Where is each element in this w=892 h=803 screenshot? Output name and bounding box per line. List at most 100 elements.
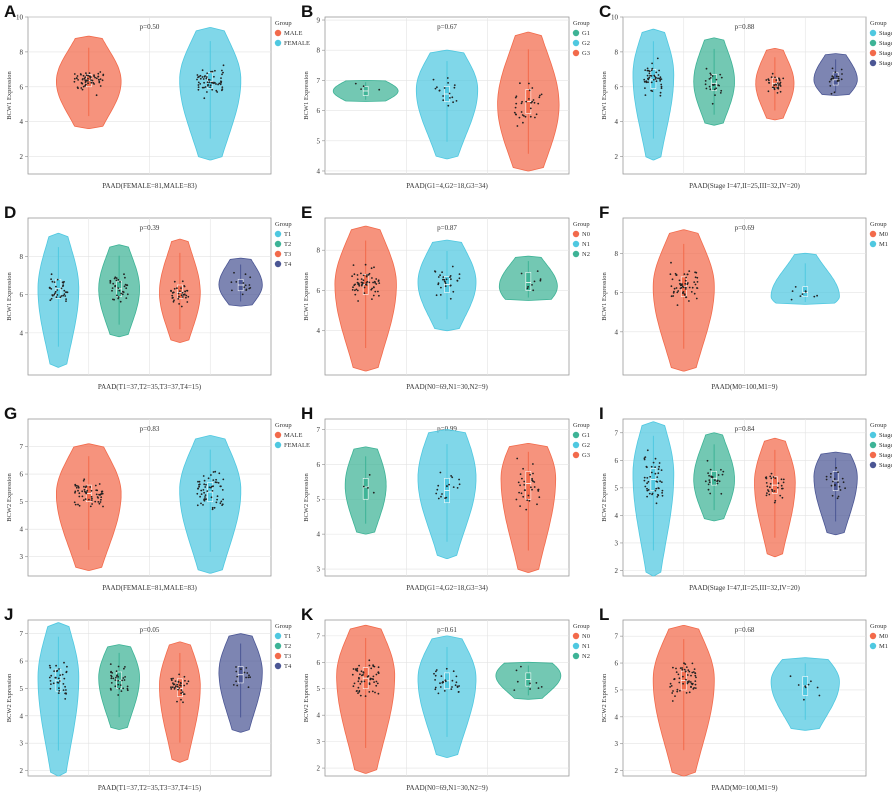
data-point [353,284,356,287]
data-point [779,494,782,497]
data-point [683,668,686,671]
data-point [48,286,51,289]
data-point [659,480,661,483]
data-point [825,475,828,478]
data-point [539,278,542,280]
data-point [709,77,712,79]
data-point [831,480,834,483]
data-point [115,279,118,282]
data-point [243,286,246,288]
data-point [84,490,86,493]
data-point [50,288,53,290]
data-point [688,670,691,673]
data-point [672,666,674,669]
data-point [78,492,81,495]
data-point [791,290,794,292]
data-point [245,288,248,291]
data-point [528,89,531,92]
data-point [115,277,118,279]
data-point [837,471,839,473]
y-tick-label: 8 [615,250,619,258]
legend-label: N2 [582,251,590,258]
data-point [371,277,373,279]
data-point [221,86,224,88]
data-point [679,284,682,287]
data-point [658,69,660,72]
y-tick-label: 8 [317,47,321,55]
legend-title: Group [275,221,292,228]
data-point [458,685,460,687]
data-point [768,493,771,496]
data-point [82,85,85,88]
legend-title: Group [573,221,590,228]
data-point [231,289,233,292]
data-point [368,281,371,284]
data-point [179,681,182,684]
data-point [126,293,129,296]
data-point [378,294,380,297]
data-point [648,72,651,75]
data-point [651,67,654,70]
data-point [366,675,369,678]
data-point [767,490,770,493]
data-point [178,673,181,676]
data-point [655,76,657,79]
x-axis-label: PAAD(Stage I=47,II=25,III=32,IV=20) [689,584,800,592]
data-point [535,682,538,684]
data-point [716,480,718,483]
data-point [73,77,76,80]
data-point [63,677,66,680]
data-point [363,292,366,294]
data-point [526,499,529,501]
data-point [94,484,97,487]
data-point [97,75,100,78]
data-point [83,478,86,481]
legend-label: Stage I [879,432,892,439]
data-point [521,100,523,103]
data-point [766,485,769,488]
data-point [197,480,199,483]
data-point [708,479,711,481]
data-point [657,494,660,497]
data-point [443,278,446,281]
data-point [366,274,368,276]
data-point [177,681,180,683]
data-point [363,286,366,289]
data-point [81,495,84,498]
legend-title: Group [573,623,590,630]
data-point [353,273,356,276]
data-point [181,691,184,693]
data-point [203,81,206,84]
data-point [647,78,650,81]
data-point [73,80,76,83]
data-point [684,663,687,665]
y-tick-label: 10 [16,14,24,22]
data-point [709,88,712,91]
data-point [781,496,784,499]
data-point [681,285,684,288]
data-point [74,491,76,494]
legend-label: M1 [879,241,888,248]
data-point [677,673,680,676]
data-point [773,490,776,492]
data-point [804,290,807,293]
data-point [670,295,673,298]
data-point [184,679,186,682]
data-point [694,683,697,686]
data-point [377,672,380,675]
legend-title: Group [275,422,292,429]
data-point [97,501,100,503]
data-point [360,88,362,90]
data-point [442,95,444,97]
data-point [522,467,524,470]
data-point [773,501,776,504]
data-point [657,487,660,489]
data-point [183,684,186,687]
data-point [82,74,85,77]
data-point [836,79,839,82]
data-point [705,67,708,70]
data-point [55,285,57,288]
legend-swatch [572,230,580,238]
data-point [235,281,238,283]
data-point [376,682,379,685]
